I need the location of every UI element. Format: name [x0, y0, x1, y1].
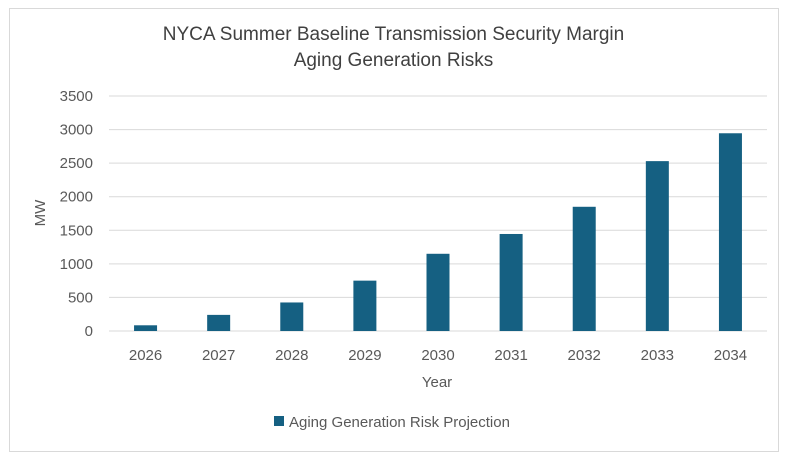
x-tick-label: 2028 [275, 347, 308, 364]
bar-2032 [572, 206, 596, 331]
y-axis-label: MW [32, 199, 49, 226]
legend-label: Aging Generation Risk Projection [289, 414, 510, 431]
bar-2026 [134, 325, 158, 331]
x-tick-label: 2033 [641, 347, 674, 364]
chart-frame [9, 8, 779, 452]
bar-2033 [645, 161, 669, 331]
bar-2028 [280, 302, 304, 331]
y-tick-label: 1500 [60, 222, 93, 239]
bar-2029 [353, 280, 377, 331]
x-tick-label: 2026 [129, 347, 162, 364]
x-tick-label: 2031 [494, 347, 527, 364]
bar-2031 [499, 233, 523, 331]
x-tick-label: 2027 [202, 347, 235, 364]
legend-swatch [274, 416, 284, 426]
y-tick-label: 500 [68, 289, 93, 306]
x-tick-label: 2030 [421, 347, 454, 364]
bar-2030 [426, 253, 450, 331]
y-tick-label: 0 [85, 323, 93, 340]
chart-title-line1: NYCA Summer Baseline Transmission Securi… [162, 24, 625, 45]
y-tick-label: 3500 [60, 88, 93, 105]
y-tick-label: 3000 [60, 122, 93, 139]
x-axis-label: Year [422, 374, 452, 391]
x-tick-label: 2034 [714, 347, 747, 364]
bar-2027 [207, 314, 231, 331]
bar-2034 [718, 133, 742, 331]
y-tick-label: 2500 [60, 155, 93, 172]
y-tick-label: 2000 [60, 189, 93, 206]
y-tick-label: 1000 [60, 256, 93, 273]
chart-title-line2: Aging Generation Risks [293, 50, 494, 71]
x-tick-label: 2029 [348, 347, 381, 364]
x-tick-label: 2032 [568, 347, 601, 364]
